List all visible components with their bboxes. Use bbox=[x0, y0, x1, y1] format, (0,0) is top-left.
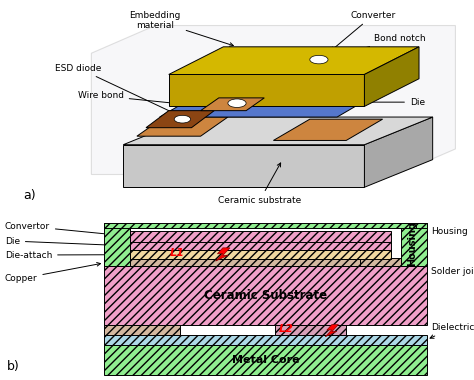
Text: Die-attach: Die-attach bbox=[5, 250, 127, 260]
Bar bbox=[104, 345, 427, 375]
Bar bbox=[104, 266, 427, 325]
Bar bbox=[360, 258, 401, 266]
Circle shape bbox=[174, 116, 191, 123]
Text: Housing: Housing bbox=[407, 221, 418, 266]
Polygon shape bbox=[325, 325, 338, 337]
Text: Solder joint: Solder joint bbox=[404, 262, 474, 276]
Bar bbox=[130, 250, 391, 260]
Bar bbox=[104, 223, 130, 266]
Polygon shape bbox=[169, 47, 419, 74]
Bar bbox=[401, 223, 427, 266]
Text: Copper: Copper bbox=[5, 263, 100, 283]
Bar bbox=[130, 242, 391, 250]
Polygon shape bbox=[137, 117, 228, 136]
Text: Metal Core: Metal Core bbox=[232, 355, 299, 365]
Text: ESD diode: ESD diode bbox=[55, 63, 174, 113]
Polygon shape bbox=[123, 117, 433, 145]
Polygon shape bbox=[169, 74, 365, 106]
Bar bbox=[104, 223, 427, 228]
Polygon shape bbox=[216, 248, 230, 261]
Text: Housing: Housing bbox=[404, 227, 468, 248]
Bar bbox=[104, 325, 180, 334]
Text: Converter: Converter bbox=[331, 11, 396, 51]
Bar bbox=[104, 260, 427, 266]
Text: L1: L1 bbox=[170, 248, 185, 258]
Polygon shape bbox=[201, 98, 264, 111]
Polygon shape bbox=[160, 96, 374, 117]
Text: Embedding
material: Embedding material bbox=[129, 11, 233, 46]
Text: b): b) bbox=[7, 360, 20, 373]
Text: L2: L2 bbox=[279, 324, 294, 334]
Text: Wire bond: Wire bond bbox=[78, 91, 233, 111]
Text: Die: Die bbox=[5, 236, 127, 247]
Text: Ceramic Substrate: Ceramic Substrate bbox=[204, 289, 327, 302]
Circle shape bbox=[228, 99, 246, 108]
Bar bbox=[104, 334, 427, 345]
Text: Bond notch: Bond notch bbox=[325, 34, 425, 59]
Polygon shape bbox=[146, 111, 214, 128]
Circle shape bbox=[310, 55, 328, 64]
Text: Dielectric: Dielectric bbox=[430, 323, 474, 338]
Text: Die: Die bbox=[355, 98, 425, 107]
Bar bbox=[275, 325, 346, 334]
Polygon shape bbox=[365, 117, 433, 187]
Polygon shape bbox=[273, 119, 383, 141]
Polygon shape bbox=[365, 47, 419, 106]
Polygon shape bbox=[91, 25, 456, 174]
Text: Convertor: Convertor bbox=[5, 222, 127, 238]
Polygon shape bbox=[123, 145, 365, 187]
Bar bbox=[130, 231, 391, 242]
Text: Ceramic substrate: Ceramic substrate bbox=[218, 163, 301, 205]
Text: a): a) bbox=[23, 189, 36, 202]
